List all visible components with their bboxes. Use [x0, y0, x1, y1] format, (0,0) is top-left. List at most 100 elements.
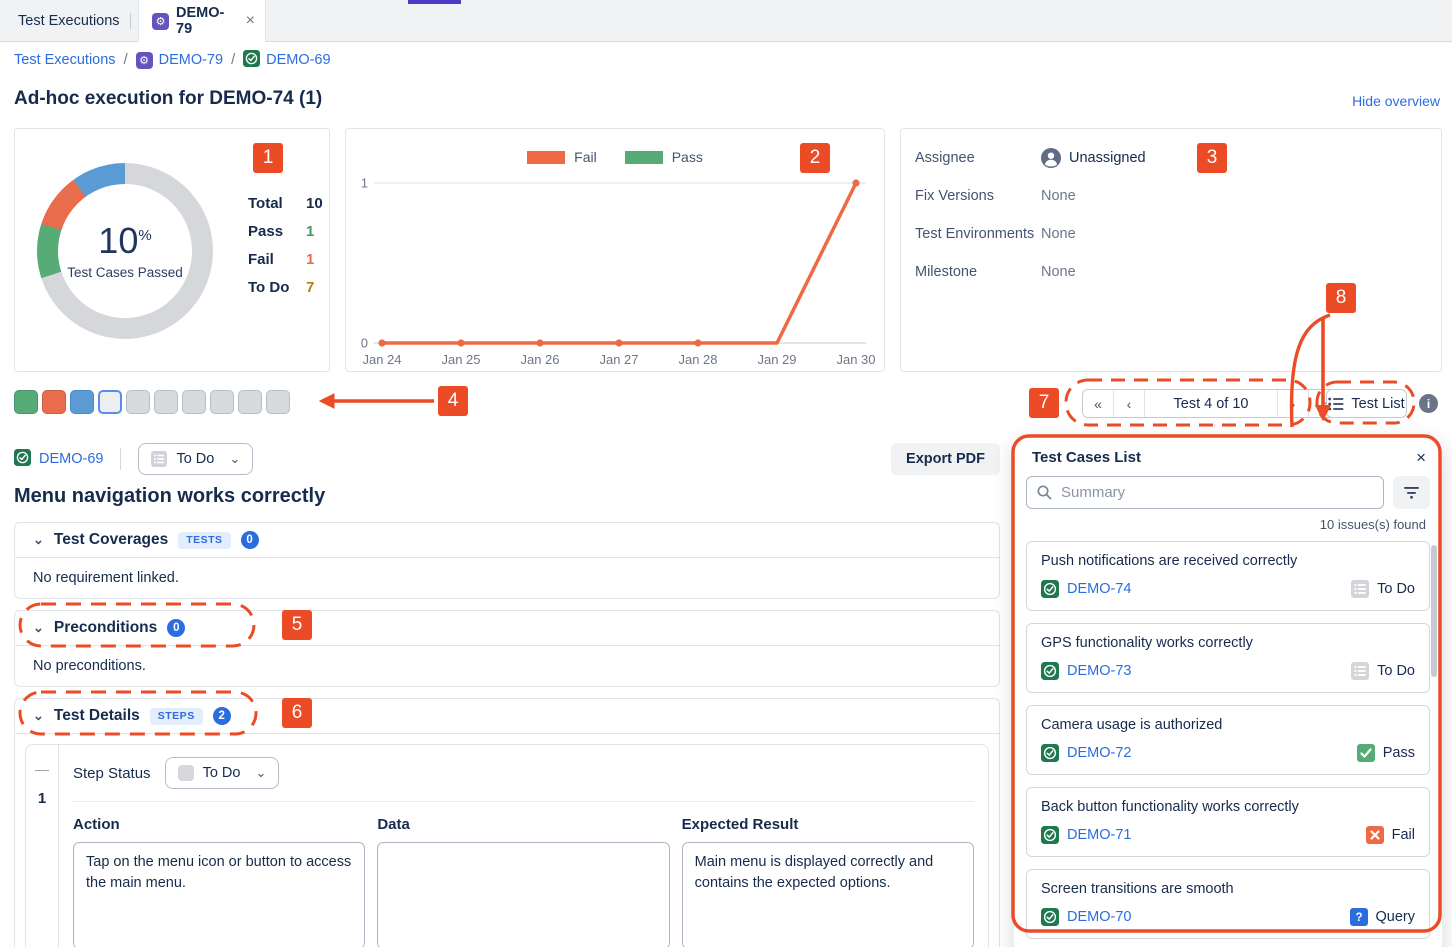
test-case-status: ?Query: [1350, 908, 1416, 926]
svg-text:Jan 26: Jan 26: [520, 352, 559, 367]
callout-7: 7: [1029, 388, 1059, 418]
chevron-down-icon: ⌄: [33, 620, 44, 636]
issue-key-link[interactable]: DEMO-69: [14, 449, 103, 470]
hide-overview-link[interactable]: Hide overview: [1352, 93, 1440, 109]
svg-text:Jan 28: Jan 28: [678, 352, 717, 367]
test-check-icon: [14, 449, 31, 470]
tab-test-executions[interactable]: Test Executions: [18, 0, 120, 42]
status-square[interactable]: [14, 390, 38, 414]
test-check-icon: [1041, 580, 1059, 598]
panel-title: Test Cases List: [1032, 449, 1141, 466]
donut-legend-row: To Do7: [248, 279, 323, 296]
step-gutter: — 1: [26, 745, 59, 947]
test-details-section: ⌄ Test Details STEPS 2 — 1 Step Status T…: [14, 698, 1000, 947]
run-status-dropdown[interactable]: To Do ⌄: [138, 443, 253, 475]
donut-percent: 10%: [98, 223, 151, 259]
tab-close-icon[interactable]: ×: [246, 13, 255, 29]
execution-details-card: Assignee Unassigned Fix Versions None Te…: [900, 128, 1442, 372]
export-pdf-button[interactable]: Export PDF: [891, 443, 1000, 475]
action-textarea[interactable]: Tap on the menu icon or button to access…: [73, 842, 365, 947]
preconditions-header[interactable]: ⌄ Preconditions 0: [15, 611, 999, 646]
todo-swatch-icon: [178, 765, 194, 781]
test-case-key-link[interactable]: DEMO-74: [1041, 580, 1131, 598]
test-case-card[interactable]: Back button functionality works correctl…: [1026, 787, 1430, 857]
pagination-label: Test 4 of 10: [1145, 390, 1278, 417]
drag-handle-icon[interactable]: —: [35, 761, 49, 777]
expected-result-textarea[interactable]: Main menu is displayed correctly and con…: [682, 842, 974, 947]
steps-count-badge: 2: [213, 707, 231, 725]
test-cases-list-panel: Test Cases List × 10 issues(s) found Pus…: [1014, 437, 1442, 947]
close-icon[interactable]: ×: [1416, 449, 1426, 466]
data-textarea[interactable]: [377, 842, 669, 947]
test-case-key-link[interactable]: DEMO-70: [1041, 908, 1131, 926]
callout-6: 6: [282, 698, 312, 728]
test-check-icon: [243, 50, 260, 67]
test-list-button[interactable]: Test List: [1326, 389, 1407, 418]
issues-found-count: 10 issues(s) found: [1014, 509, 1442, 532]
test-pagination: « ‹ Test 4 of 10 › »: [1082, 389, 1341, 418]
status-squares: [14, 390, 290, 414]
chevron-down-icon: ⌄: [33, 532, 44, 548]
test-case-summary: Camera usage is authorized: [1041, 717, 1415, 733]
status-square[interactable]: [98, 390, 122, 414]
step-number: 1: [38, 790, 46, 807]
status-square[interactable]: [182, 390, 206, 414]
breadcrumb-demo-79[interactable]: ⚙ DEMO-79: [136, 52, 223, 69]
status-square[interactable]: [70, 390, 94, 414]
chevron-down-icon: ⌄: [255, 765, 266, 781]
tab-demo-79[interactable]: ⚙ DEMO-79 ×: [138, 0, 266, 42]
test-case-key-link[interactable]: DEMO-72: [1041, 744, 1131, 762]
status-square[interactable]: [266, 390, 290, 414]
chevron-down-icon: ⌄: [33, 708, 44, 724]
test-coverages-header[interactable]: ⌄ Test Coverages TESTS 0: [15, 523, 999, 558]
test-execution-gear-icon: ⚙: [152, 13, 169, 30]
filter-button[interactable]: [1393, 476, 1430, 509]
status-square[interactable]: [154, 390, 178, 414]
callout-5: 5: [282, 610, 312, 640]
tab-separator: [130, 13, 131, 29]
svg-text:?: ?: [1355, 912, 1362, 924]
svg-text:Jan 29: Jan 29: [757, 352, 796, 367]
test-case-card[interactable]: Screen transitions are smooth DEMO-70 ?Q…: [1026, 869, 1430, 939]
test-case-summary: Back button functionality works correctl…: [1041, 799, 1415, 815]
test-case-summary: GPS functionality works correctly: [1041, 635, 1415, 651]
todo-status-icon: [151, 451, 167, 467]
step-status-label: Step Status: [73, 765, 151, 782]
status-square[interactable]: [126, 390, 150, 414]
test-cases-list-items: Push notifications are received correctl…: [1014, 532, 1442, 947]
detail-row-assignee: Assignee Unassigned: [915, 139, 1427, 177]
test-coverages-section: ⌄ Test Coverages TESTS 0 No requirement …: [14, 522, 1000, 599]
test-case-card[interactable]: Push notifications are received correctl…: [1026, 541, 1430, 611]
donut-chart: 10% Test Cases Passed: [37, 163, 213, 339]
test-check-icon: [1041, 826, 1059, 844]
previous-test-button[interactable]: ‹: [1114, 390, 1145, 417]
callout-8: 8: [1326, 283, 1356, 313]
test-check-icon: [243, 50, 260, 71]
page-title: Ad-hoc execution for DEMO-74 (1): [14, 88, 322, 110]
test-case-key-link[interactable]: DEMO-73: [1041, 662, 1131, 680]
preconditions-count-badge: 0: [167, 619, 185, 637]
divider: [120, 448, 121, 470]
test-details-header[interactable]: ⌄ Test Details STEPS 2: [15, 699, 999, 734]
summary-search-input[interactable]: [1026, 476, 1384, 509]
panel-scrollbar[interactable]: [1431, 545, 1437, 677]
next-test-button[interactable]: ›: [1278, 390, 1309, 417]
breadcrumb-test-executions[interactable]: Test Executions: [14, 52, 116, 68]
test-case-card[interactable]: Camera usage is authorized DEMO-72 Pass: [1026, 705, 1430, 775]
status-square[interactable]: [210, 390, 234, 414]
expected-result-column-label: Expected Result: [682, 816, 974, 833]
test-case-card[interactable]: GPS functionality works correctly DEMO-7…: [1026, 623, 1430, 693]
detail-row-fix-versions: Fix Versions None: [915, 177, 1427, 215]
test-case-key-link[interactable]: DEMO-71: [1041, 826, 1131, 844]
status-square[interactable]: [238, 390, 262, 414]
step-status-dropdown[interactable]: To Do ⌄: [165, 757, 280, 789]
tests-badge: TESTS: [178, 532, 230, 549]
first-test-button[interactable]: «: [1083, 390, 1114, 417]
breadcrumb-demo-69[interactable]: DEMO-69: [243, 50, 330, 71]
data-column-label: Data: [377, 816, 669, 833]
donut-legend-row: Total10: [248, 195, 323, 212]
line-chart-svg: 10Jan 24Jan 25Jan 26Jan 27Jan 28Jan 29Ja…: [346, 153, 886, 369]
info-icon[interactable]: i: [1419, 394, 1438, 413]
status-square[interactable]: [42, 390, 66, 414]
query-status-icon: ?: [1350, 908, 1368, 926]
